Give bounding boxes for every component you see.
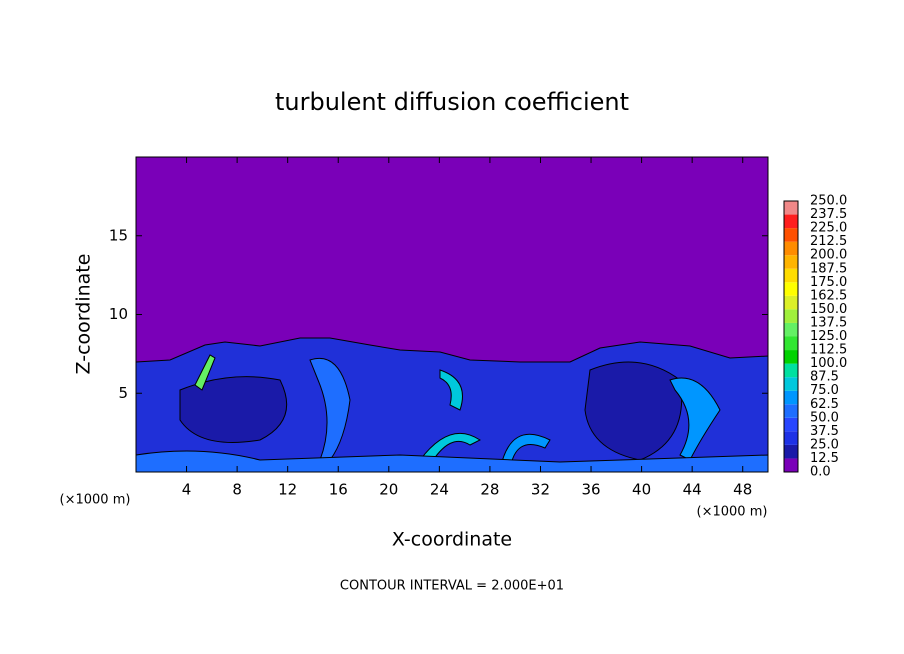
field-region bbox=[135, 450, 769, 473]
x-tick-label: 44 bbox=[683, 481, 702, 499]
colorbar-band bbox=[784, 390, 798, 405]
colorbar-label: 100.0 bbox=[810, 356, 847, 371]
colorbar-label: 175.0 bbox=[810, 275, 847, 290]
colorbar-band bbox=[784, 417, 798, 432]
colorbar-label: 150.0 bbox=[810, 302, 847, 317]
colorbar-label: 162.5 bbox=[810, 288, 847, 303]
colorbar-band bbox=[784, 309, 798, 323]
colorbar-frame bbox=[783, 200, 799, 473]
x-tick-label: 8 bbox=[232, 481, 242, 499]
field-region bbox=[439, 369, 463, 411]
colorbar-label: 200.0 bbox=[810, 248, 847, 263]
x-unit-label: (×1000 m) bbox=[697, 505, 768, 520]
colorbar-band bbox=[784, 350, 798, 364]
x-axis-label: X-coordinate bbox=[392, 529, 512, 551]
x-tick-label: 16 bbox=[329, 481, 348, 499]
colorbar-band bbox=[784, 322, 798, 337]
chart-title: turbulent diffusion coefficient bbox=[275, 88, 629, 116]
colorbar-label: 187.5 bbox=[810, 261, 847, 276]
colorbar-band bbox=[784, 377, 798, 391]
field-region bbox=[179, 376, 288, 443]
colorbar-label: 137.5 bbox=[810, 315, 847, 330]
colorbar-label: 0.0 bbox=[810, 465, 831, 480]
y-unit-label: (×1000 m) bbox=[60, 493, 131, 508]
colorbar-label: 62.5 bbox=[810, 397, 839, 412]
colorbar-label: 50.0 bbox=[810, 410, 839, 425]
colorbar-label: 237.5 bbox=[810, 207, 847, 222]
x-tick-label: 4 bbox=[182, 481, 192, 499]
x-tick-label: 32 bbox=[531, 481, 550, 499]
field-region bbox=[584, 361, 683, 461]
y-tick-label: 15 bbox=[109, 226, 128, 244]
colorbar-label: 25.0 bbox=[810, 437, 839, 452]
y-axis-label: Z-coordinate bbox=[73, 254, 95, 375]
colorbar-label: 112.5 bbox=[810, 343, 847, 358]
y-tick-label: 10 bbox=[109, 305, 128, 323]
field-region bbox=[669, 377, 721, 461]
colorbar-band bbox=[784, 268, 798, 283]
y-tick-label: 5 bbox=[118, 384, 128, 402]
colorbar-band bbox=[784, 431, 798, 445]
colorbar-band bbox=[784, 458, 798, 472]
field-region bbox=[309, 358, 351, 461]
colorbar-band bbox=[784, 295, 798, 310]
x-tick-label: 36 bbox=[581, 481, 600, 499]
field-region bbox=[499, 433, 551, 471]
x-tick-label: 48 bbox=[733, 481, 752, 499]
colorbar-band bbox=[784, 241, 798, 256]
colorbar-label: 250.0 bbox=[810, 194, 847, 209]
colorbar-label: 37.5 bbox=[810, 424, 839, 439]
colorbar-band bbox=[784, 444, 798, 459]
x-tick-label: 28 bbox=[480, 481, 499, 499]
x-tick-label: 24 bbox=[430, 481, 449, 499]
colorbar-band bbox=[784, 336, 798, 351]
colorbar-band bbox=[784, 214, 798, 229]
colorbar-label: 87.5 bbox=[810, 370, 839, 385]
x-tick-label: 20 bbox=[379, 481, 398, 499]
colorbar-band bbox=[784, 201, 798, 215]
colorbar-band bbox=[784, 228, 798, 242]
colorbar-label: 225.0 bbox=[810, 221, 847, 236]
colorbar-label: 12.5 bbox=[810, 451, 839, 466]
colorbar-label: 75.0 bbox=[810, 383, 839, 398]
colorbar-band bbox=[784, 404, 798, 418]
x-tick-label: 12 bbox=[278, 481, 297, 499]
colorbar-band bbox=[784, 282, 798, 296]
colorbar-band bbox=[784, 363, 798, 378]
x-tick-label: 40 bbox=[632, 481, 651, 499]
annotation: CONTOUR INTERVAL = 2.000E+01 bbox=[340, 579, 564, 594]
colorbar-band bbox=[784, 255, 798, 269]
plot-frame bbox=[135, 156, 769, 473]
contour-field bbox=[135, 157, 769, 473]
colorbar-label: 125.0 bbox=[810, 329, 847, 344]
field-region bbox=[194, 354, 216, 391]
colorbar-label: 212.5 bbox=[810, 234, 847, 249]
